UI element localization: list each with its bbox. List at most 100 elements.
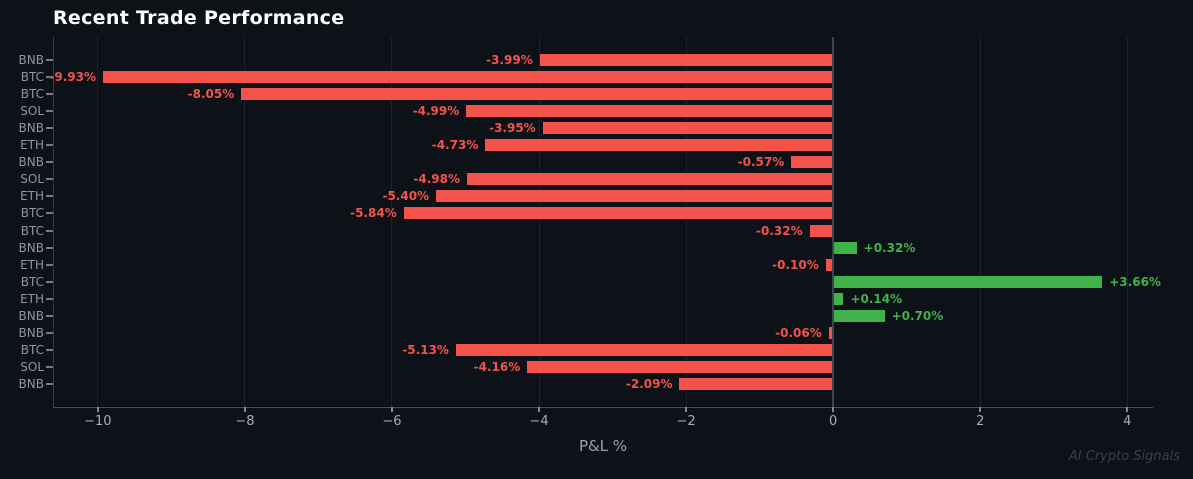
pnl-bar <box>833 292 844 305</box>
y-tick-mark <box>46 314 53 317</box>
y-tick-label: ETH <box>20 291 44 306</box>
pnl-bar <box>466 105 834 118</box>
x-tick-mark <box>979 407 982 412</box>
y-tick-mark <box>46 263 53 266</box>
gridline <box>538 37 540 407</box>
x-tick-mark <box>96 407 99 412</box>
y-tick-mark <box>46 127 53 130</box>
x-tick-mark <box>685 407 688 412</box>
y-tick-mark <box>46 212 53 215</box>
pnl-bar <box>542 122 834 135</box>
bar-value-label: +3.66% <box>1109 274 1161 289</box>
pnl-bar <box>241 88 834 101</box>
bar-value-label: -9.93% <box>49 70 96 85</box>
bar-value-label: -3.99% <box>486 53 533 67</box>
x-tick-label: −6 <box>382 414 402 429</box>
pnl-bar <box>679 378 834 390</box>
y-tick-mark <box>46 93 53 96</box>
bar-value-label: +0.70% <box>891 308 944 323</box>
y-tick-label: BTC <box>20 342 44 357</box>
x-tick-label: −4 <box>529 414 549 429</box>
y-tick-label: BNB <box>18 155 44 170</box>
pnl-bar <box>436 190 834 203</box>
bar-value-label: -3.95% <box>489 121 536 136</box>
y-tick-label: BNB <box>18 308 44 323</box>
gridline <box>685 37 687 407</box>
bar-value-label: -5.84% <box>350 206 397 221</box>
bar-value-label: -0.32% <box>756 223 803 238</box>
pnl-bar <box>103 71 834 84</box>
zero-line <box>832 37 835 407</box>
bar-value-label: -5.40% <box>382 189 430 204</box>
y-tick-mark <box>46 161 53 164</box>
bar-value-label: -0.57% <box>737 155 785 170</box>
y-tick-label: BNB <box>18 121 44 136</box>
pnl-bar <box>809 224 834 237</box>
y-tick-mark <box>46 365 53 368</box>
y-tick-mark <box>46 195 53 198</box>
x-tick-label: −8 <box>235 414 255 429</box>
x-tick-label: 4 <box>1123 414 1132 429</box>
y-tick-label: ETH <box>20 189 44 204</box>
pnl-bar <box>833 241 857 254</box>
y-tick-label: BTC <box>20 87 44 102</box>
bar-value-label: -5.13% <box>402 342 449 357</box>
x-tick-label: 0 <box>829 414 838 429</box>
y-tick-label: BTC <box>20 274 44 289</box>
pnl-bar <box>833 309 885 322</box>
y-tick-mark <box>46 144 53 147</box>
pnl-bar <box>833 275 1103 288</box>
bar-value-label: -4.16% <box>473 359 521 374</box>
bar-value-label: -4.99% <box>412 104 460 119</box>
y-tick-mark <box>46 383 53 385</box>
watermark: AI Crypto Signals <box>1068 449 1180 464</box>
pnl-bar <box>527 360 834 373</box>
x-tick-mark <box>243 407 246 412</box>
y-tick-label: SOL <box>20 104 44 119</box>
x-tick-label: −2 <box>676 414 696 429</box>
bar-value-label: -0.06% <box>775 325 822 340</box>
x-tick-label: −10 <box>84 414 112 429</box>
bar-value-label: +0.32% <box>863 240 916 255</box>
x-tick-mark <box>390 407 393 412</box>
y-tick-label: BNB <box>18 240 44 255</box>
pnl-bar <box>403 207 834 220</box>
bar-value-label: -4.98% <box>413 172 460 187</box>
y-axis-spine <box>53 37 54 407</box>
pnl-bar <box>455 343 834 356</box>
y-tick-label: BNB <box>18 53 44 67</box>
x-axis-spine <box>53 407 1153 408</box>
y-tick-label: SOL <box>20 172 44 187</box>
x-axis-label: P&L % <box>578 437 628 455</box>
y-tick-label: ETH <box>20 257 44 272</box>
y-tick-mark <box>46 178 53 181</box>
pnl-bar <box>466 173 834 186</box>
y-tick-mark <box>46 59 53 61</box>
y-tick-mark <box>46 331 53 334</box>
pnl-bar <box>825 258 834 271</box>
y-tick-mark <box>46 280 53 283</box>
gridline <box>97 37 99 407</box>
y-tick-label: BNB <box>18 377 44 391</box>
bar-value-label: -4.73% <box>431 138 479 153</box>
bar-value-label: -0.10% <box>772 257 819 272</box>
x-tick-label: 2 <box>976 414 985 429</box>
chart-title: Recent Trade Performance <box>53 7 345 29</box>
pnl-bar <box>791 156 834 169</box>
x-tick-mark <box>1126 407 1129 412</box>
y-tick-mark <box>46 246 53 249</box>
y-tick-label: ETH <box>20 138 44 153</box>
y-tick-mark <box>46 110 53 113</box>
y-tick-mark <box>46 76 53 79</box>
y-tick-label: BTC <box>20 223 44 238</box>
x-tick-mark <box>538 407 541 412</box>
bar-value-label: -2.09% <box>625 377 673 391</box>
y-tick-mark <box>46 348 53 351</box>
y-tick-mark <box>46 297 53 300</box>
y-tick-label: SOL <box>20 359 44 374</box>
y-tick-label: BNB <box>18 325 44 340</box>
gridline <box>391 37 393 407</box>
y-tick-mark <box>46 229 53 232</box>
gridline <box>244 37 246 407</box>
